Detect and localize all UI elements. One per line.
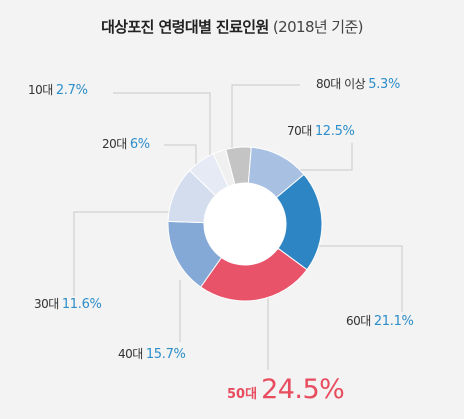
leader-line-7 bbox=[231, 84, 300, 160]
slice-age-label: 20대 bbox=[102, 137, 127, 151]
slice-label-6: 70대 12.5% bbox=[287, 124, 355, 139]
leader-line-6 bbox=[290, 143, 353, 171]
slice-age-label: 70대 bbox=[287, 124, 312, 138]
slice-label-7: 80대 이상 5.3% bbox=[316, 77, 400, 92]
slice-age-label: 30대 bbox=[34, 297, 59, 311]
slice-value-label: 5.3% bbox=[368, 77, 400, 92]
chart-title: 대상포진 연령대별 진료인원 bbox=[101, 18, 269, 36]
slice-label-0: 10대 2.7% bbox=[28, 83, 88, 98]
slice-label-5: 60대 21.1% bbox=[346, 314, 414, 329]
slice-age-label: 60대 bbox=[346, 314, 371, 328]
slice-value-label: 11.6% bbox=[62, 297, 102, 312]
chart-subtitle: (2018년 기준) bbox=[272, 18, 364, 36]
slice-value-label: 2.7% bbox=[56, 83, 88, 98]
slice-value-label: 24.5% bbox=[261, 374, 344, 405]
slice-label-4: 50대 24.5% bbox=[227, 374, 344, 405]
slice-age-label: 10대 bbox=[28, 83, 53, 97]
chart-title-row: 대상포진 연령대별 진료인원 (2018년 기준) bbox=[0, 16, 464, 37]
slice-value-label: 6% bbox=[130, 137, 150, 152]
slice-value-label: 15.7% bbox=[146, 347, 186, 362]
donut-slices bbox=[167, 146, 323, 302]
slice-value-label: 21.1% bbox=[374, 314, 414, 329]
slice-value-label: 12.5% bbox=[315, 124, 355, 139]
donut-hole bbox=[204, 183, 286, 265]
leader-line-0 bbox=[113, 92, 211, 170]
slice-label-3: 40대 15.7% bbox=[118, 347, 186, 362]
leader-line-5 bbox=[318, 245, 403, 312]
slice-age-label: 50대 bbox=[227, 387, 257, 402]
slice-age-label: 40대 bbox=[118, 347, 143, 361]
slice-label-2: 30대 11.6% bbox=[34, 297, 102, 312]
slice-label-1: 20대 6% bbox=[102, 137, 150, 152]
slice-age-label: 80대 이상 bbox=[316, 77, 366, 91]
leader-line-2 bbox=[73, 211, 176, 296]
slice-labels: 10대 2.7%20대 6%30대 11.6%40대 15.7%50대 24.5%60대 2… bbox=[28, 77, 414, 405]
